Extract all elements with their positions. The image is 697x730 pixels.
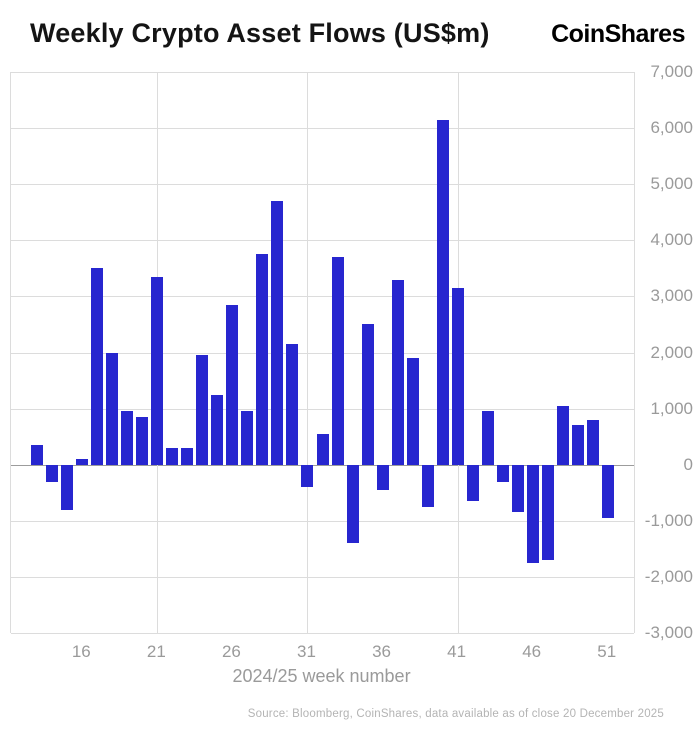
bar-week-46 <box>526 464 539 563</box>
bar-week-50 <box>586 419 599 465</box>
bar-week-28 <box>256 254 269 465</box>
gridline-horizontal <box>11 184 634 186</box>
x-axis-tick-label: 46 <box>522 642 542 661</box>
y-axis-tick-label: 7,000 <box>650 62 693 81</box>
bar-week-21 <box>151 276 164 465</box>
x-axis-tick-label: 26 <box>221 642 241 661</box>
bar-week-45 <box>511 464 524 513</box>
y-axis-tick-label: -3,000 <box>644 623 693 642</box>
coinshares-logo: CoinShares <box>551 20 685 48</box>
plot-area <box>10 72 635 634</box>
bar-week-36 <box>376 464 389 490</box>
bar-week-44 <box>496 464 509 482</box>
bar-week-14 <box>46 464 59 482</box>
bar-week-19 <box>121 411 134 465</box>
gridline-horizontal <box>11 520 634 522</box>
bar-week-17 <box>91 268 104 465</box>
bar-week-25 <box>211 394 224 465</box>
y-axis-tick-label: -1,000 <box>644 510 693 530</box>
gridline-horizontal <box>11 576 634 578</box>
bar-week-41 <box>451 287 464 465</box>
bar-week-33 <box>331 257 344 465</box>
zero-line <box>11 464 634 466</box>
y-axis-tick-label: 6,000 <box>650 118 693 138</box>
gridline-vertical <box>307 72 309 633</box>
bar-week-37 <box>391 279 404 465</box>
bar-week-23 <box>181 447 194 465</box>
x-axis-tick-label: 51 <box>597 642 617 661</box>
bar-week-48 <box>556 405 569 465</box>
x-axis-title: 2024/25 week number <box>232 666 411 686</box>
bar-week-49 <box>571 425 584 465</box>
header: Weekly Crypto Asset Flows (US$m) CoinSha… <box>0 0 697 49</box>
y-axis-tick-label: 3,000 <box>650 286 693 306</box>
chart-title: Weekly Crypto Asset Flows (US$m) <box>30 18 490 48</box>
bar-week-42 <box>466 464 479 502</box>
gridline-horizontal <box>11 72 634 73</box>
gridline-horizontal <box>11 296 634 298</box>
bar-week-35 <box>361 324 374 465</box>
bar-week-34 <box>346 464 359 544</box>
y-axis-tick-label: 5,000 <box>650 174 693 194</box>
y-axis-tick-label: 1,000 <box>650 398 693 418</box>
gridline-horizontal <box>11 240 634 242</box>
bar-week-13 <box>31 445 44 465</box>
bar-week-16 <box>76 459 89 465</box>
bar-week-47 <box>541 464 554 561</box>
x-axis-tick-label: 41 <box>447 642 467 661</box>
bar-week-29 <box>271 201 284 465</box>
y-axis-tick-label: 0 <box>683 454 693 474</box>
gridline-horizontal <box>11 352 634 354</box>
y-axis-tick-label: 4,000 <box>650 230 693 250</box>
x-axis-tick-label: 16 <box>71 642 91 661</box>
y-axis-tick-label: -2,000 <box>644 566 693 586</box>
x-axis-tick-label: 21 <box>146 642 166 661</box>
gridline-horizontal <box>11 633 634 634</box>
bar-week-27 <box>241 411 254 465</box>
gridline-horizontal <box>11 408 634 410</box>
bar-week-20 <box>136 417 149 465</box>
bar-week-30 <box>286 344 299 465</box>
bar-week-40 <box>436 119 449 465</box>
bar-week-26 <box>226 304 239 465</box>
bar-week-51 <box>601 464 614 518</box>
bar-week-18 <box>106 352 119 465</box>
source-note: Source: Bloomberg, CoinShares, data avai… <box>247 708 664 720</box>
bar-week-39 <box>421 464 434 507</box>
bar-week-31 <box>301 464 314 488</box>
bar-week-24 <box>196 355 209 465</box>
bar-week-38 <box>406 358 419 465</box>
bar-week-22 <box>166 447 179 465</box>
gridline-horizontal <box>11 128 634 130</box>
bar-week-43 <box>481 411 494 465</box>
bar-week-15 <box>61 464 74 510</box>
bar-week-32 <box>316 433 329 465</box>
x-axis-tick-label: 31 <box>297 642 316 661</box>
y-axis-tick-label: 2,000 <box>650 342 693 362</box>
x-axis-tick-label: 36 <box>372 642 391 661</box>
